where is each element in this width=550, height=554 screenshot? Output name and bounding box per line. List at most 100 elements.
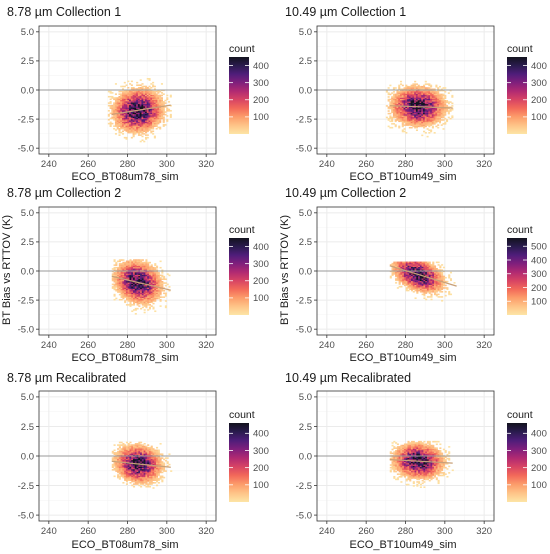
density-cell bbox=[164, 306, 167, 309]
density-cell bbox=[124, 286, 127, 288]
density-cell bbox=[155, 116, 158, 118]
density-cell bbox=[421, 124, 424, 126]
density-cell bbox=[431, 88, 434, 91]
density-cell bbox=[407, 107, 410, 110]
density-cell bbox=[412, 481, 415, 483]
density-cell bbox=[131, 444, 134, 446]
density-cell bbox=[138, 298, 141, 301]
density-cell bbox=[134, 292, 137, 295]
density-cell bbox=[136, 131, 139, 134]
density-cell bbox=[399, 115, 403, 117]
density-cell bbox=[394, 106, 397, 108]
density-cell bbox=[161, 269, 164, 272]
density-cell bbox=[134, 261, 137, 264]
density-cell bbox=[412, 123, 415, 125]
density-cell bbox=[387, 125, 390, 128]
density-cell bbox=[410, 101, 413, 103]
density-cell bbox=[166, 273, 169, 275]
density-cell bbox=[400, 266, 403, 269]
density-cell bbox=[114, 102, 117, 104]
density-cell bbox=[425, 291, 428, 293]
density-cell bbox=[403, 451, 406, 453]
density-cell bbox=[143, 470, 146, 472]
density-cell bbox=[111, 122, 114, 125]
density-cell bbox=[419, 101, 422, 103]
density-cell bbox=[405, 106, 408, 108]
colorbar-tick-label: 100 bbox=[253, 112, 269, 123]
density-cell bbox=[141, 117, 144, 120]
density-cell bbox=[448, 291, 451, 293]
density-cell bbox=[120, 291, 123, 293]
density-cell bbox=[398, 264, 401, 266]
density-cell bbox=[169, 115, 172, 117]
density-cell bbox=[120, 95, 123, 98]
density-cell bbox=[405, 276, 408, 279]
density-cell bbox=[423, 120, 426, 123]
density-cell bbox=[118, 462, 121, 465]
density-cell bbox=[437, 111, 440, 114]
density-cell bbox=[122, 474, 125, 476]
density-cell bbox=[408, 92, 411, 94]
density-cell bbox=[435, 107, 438, 110]
density-cell bbox=[430, 98, 433, 101]
density-cell bbox=[161, 453, 164, 455]
density-cell bbox=[113, 284, 116, 287]
density-cell bbox=[407, 470, 410, 473]
colorbar-tick-label: 300 bbox=[253, 259, 269, 270]
density-cell bbox=[405, 288, 408, 291]
density-cell bbox=[122, 266, 125, 269]
density-cell bbox=[125, 97, 128, 99]
density-cell bbox=[405, 287, 408, 289]
density-cell bbox=[139, 90, 142, 93]
density-cell bbox=[109, 125, 112, 127]
density-cell bbox=[141, 476, 144, 479]
density-cell bbox=[153, 95, 156, 98]
density-cell bbox=[410, 117, 413, 120]
density-cell bbox=[115, 452, 118, 454]
density-cell bbox=[130, 111, 133, 113]
density-cell bbox=[145, 456, 148, 458]
density-cell bbox=[428, 261, 431, 264]
density-cell bbox=[418, 275, 421, 278]
density-cell bbox=[442, 128, 445, 130]
density-cell bbox=[402, 451, 405, 453]
density-cell bbox=[152, 289, 155, 292]
density-cell bbox=[414, 119, 417, 121]
density-cell bbox=[134, 479, 137, 481]
density-cell bbox=[113, 465, 116, 467]
density-cell bbox=[396, 266, 399, 269]
density-cell bbox=[147, 268, 150, 270]
density-cell bbox=[394, 94, 397, 97]
density-cell bbox=[117, 281, 120, 283]
density-cell bbox=[403, 443, 406, 446]
density-cell bbox=[408, 98, 411, 101]
density-cell bbox=[402, 464, 405, 466]
density-cell bbox=[407, 449, 410, 452]
density-cell bbox=[123, 99, 126, 102]
density-cell bbox=[156, 274, 159, 277]
density-cell bbox=[396, 468, 399, 470]
density-cell bbox=[139, 84, 142, 86]
density-cell bbox=[115, 470, 118, 472]
density-cell bbox=[410, 96, 413, 98]
density-cell bbox=[113, 116, 116, 118]
density-cell bbox=[138, 287, 141, 289]
density-cell bbox=[396, 262, 399, 265]
y-tick-label: 5.0 bbox=[299, 27, 312, 38]
density-cell bbox=[132, 124, 135, 126]
density-cell bbox=[136, 284, 139, 287]
density-cell bbox=[437, 114, 440, 116]
density-cell bbox=[159, 118, 162, 121]
density-cell bbox=[156, 470, 159, 472]
density-cell bbox=[414, 477, 417, 479]
density-cell bbox=[438, 85, 442, 88]
density-cell bbox=[140, 485, 143, 488]
density-cell bbox=[430, 293, 433, 296]
density-cell bbox=[129, 275, 132, 278]
density-cell bbox=[143, 291, 146, 293]
density-cell bbox=[392, 111, 395, 114]
density-cell bbox=[129, 470, 132, 472]
density-cell bbox=[150, 292, 153, 295]
density-cell bbox=[120, 287, 123, 289]
